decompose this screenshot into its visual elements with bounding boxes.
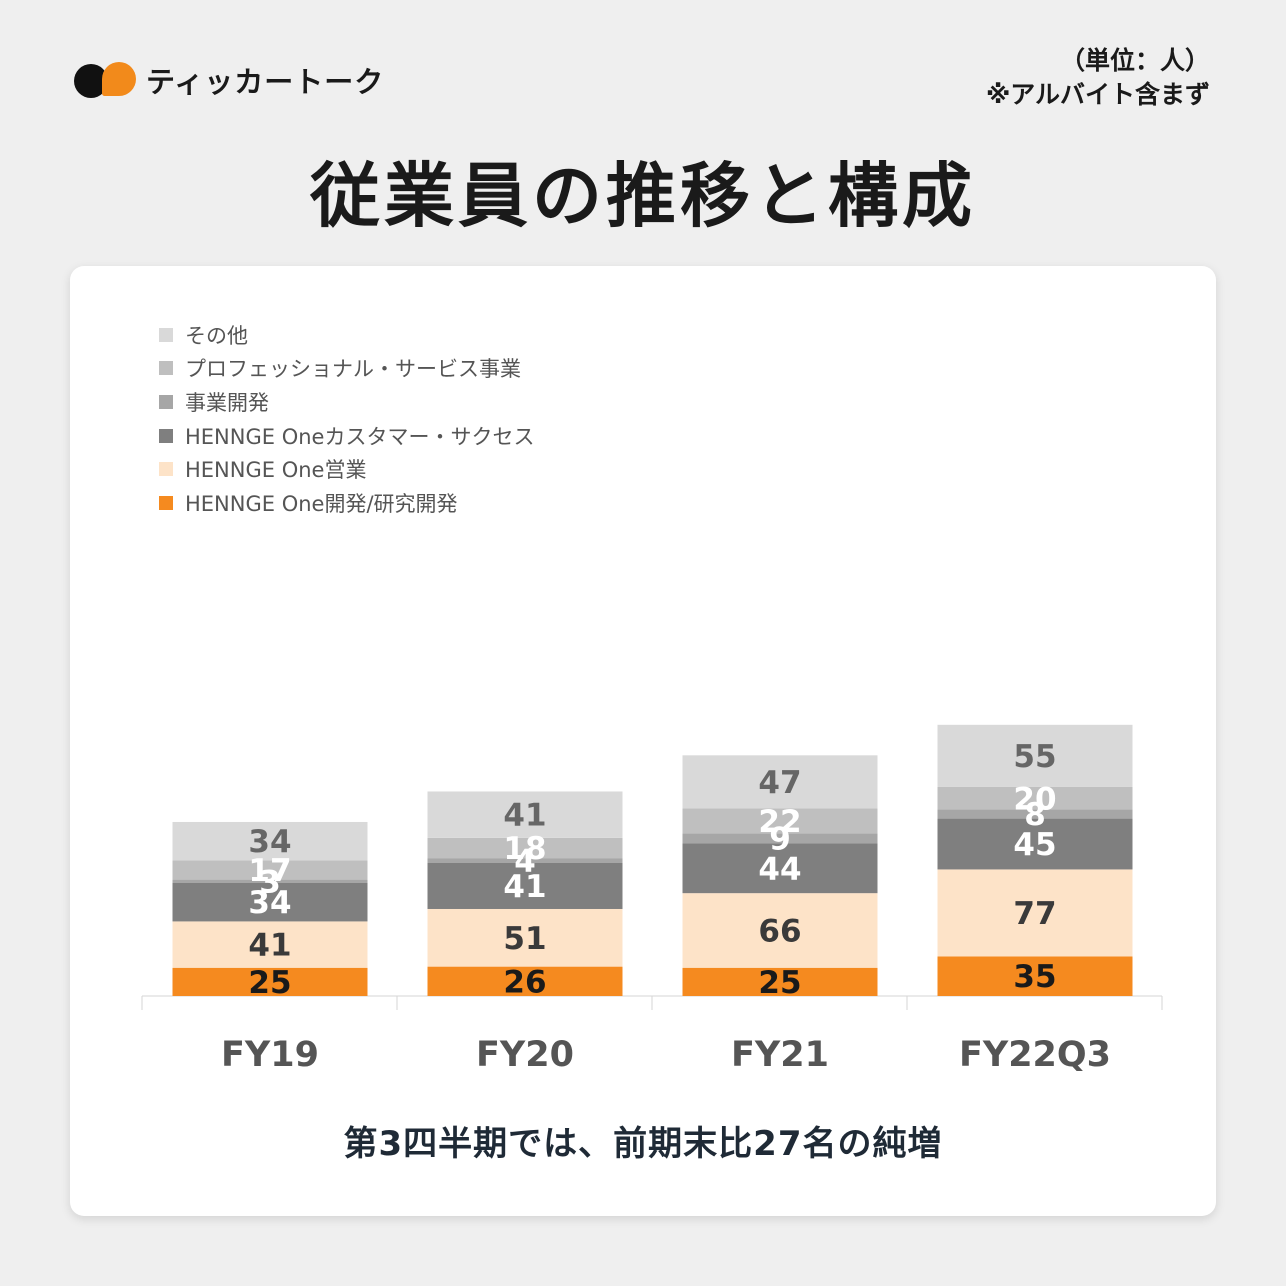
data-label: 51	[503, 921, 546, 957]
page-title: 従業員の推移と構成	[310, 155, 976, 237]
data-label: 45	[1013, 827, 1056, 863]
data-label: 25	[758, 965, 801, 1001]
legend-swatch	[159, 495, 173, 510]
data-label: 9	[769, 821, 791, 857]
data-label: 41	[503, 798, 546, 834]
bar-segment	[427, 837, 623, 859]
x-tick-label: FY20	[476, 1035, 574, 1075]
legend-swatch	[159, 327, 173, 342]
bar-segment	[937, 956, 1133, 996]
bar-segment	[172, 860, 368, 880]
stacked-bar-chart: 25413431734FY1926514141841FY202566449224…	[141, 724, 1163, 1075]
bar-segment	[937, 786, 1133, 810]
legend-item: プロフェッショナル・サービス事業	[159, 352, 534, 386]
bar-segment	[427, 908, 623, 967]
bar-segment	[427, 791, 623, 838]
bar-segment	[682, 833, 878, 844]
x-tick-label: FY21	[731, 1035, 829, 1075]
data-label: 47	[758, 765, 801, 801]
data-label: 4	[514, 843, 536, 879]
bar-segment	[427, 858, 623, 863]
chart-legend: その他プロフェッショナル・サービス事業 事業開発 HENNGE Oneカスタマー・サ…	[159, 318, 534, 520]
bar-segment	[937, 818, 1133, 870]
legend-swatch	[159, 428, 173, 443]
legend-label: その他	[185, 323, 248, 348]
legend-label: 事業開発	[185, 390, 269, 415]
brand-name: ティッカートーク	[146, 65, 385, 99]
data-label: 41	[248, 928, 291, 964]
legend-item: HENNGE One開発/研究開発	[159, 486, 534, 520]
data-label: 3	[259, 864, 281, 900]
legend-item: 事業開発	[159, 385, 534, 419]
brand-logo: ティッカートーク	[74, 60, 384, 100]
data-label: 55	[1013, 739, 1056, 775]
data-label: 41	[503, 869, 546, 905]
data-label: 8	[1024, 797, 1046, 833]
legend-label: HENNGE One開発/研究開発	[185, 491, 458, 516]
legend-label: HENNGE Oneカスタマー・サクセス	[185, 424, 535, 449]
data-label: 44	[758, 851, 801, 887]
data-label: 35	[1013, 959, 1056, 995]
data-label: 22	[758, 804, 801, 840]
legend-item: HENNGE One営業	[159, 452, 534, 486]
unit-note-line1: （単位：人）	[1059, 46, 1210, 75]
chart-card: 25 41 34 3 17 34 FY19 26 51 41 4 18 41 FY20 25 66 44 9 22 4…	[70, 266, 1216, 1216]
data-label: 34	[248, 885, 291, 921]
legend-label: プロフェッショナル・サービス事業	[185, 357, 521, 382]
x-tick-label: FY19	[221, 1035, 319, 1075]
data-label: 26	[503, 964, 546, 1000]
legend-swatch	[159, 394, 173, 409]
bar-segment	[427, 966, 623, 996]
x-tick-label: FY22Q3	[959, 1035, 1111, 1075]
legend-swatch	[159, 462, 173, 477]
legend-item: その他	[159, 318, 534, 352]
bar-segment	[427, 862, 623, 909]
unit-note: （単位：人） ※アルバイト含まず	[986, 44, 1210, 112]
bar-segment	[682, 808, 878, 834]
bar-segment	[937, 869, 1133, 957]
chart-caption: 第3四半期では、前期末比27名の純増	[343, 1124, 943, 1164]
bar-segment	[682, 893, 878, 968]
legend-swatch	[159, 361, 173, 376]
bar-segment	[937, 809, 1133, 819]
data-label: 34	[248, 824, 291, 860]
bar-segment	[682, 967, 878, 996]
bar-segment	[172, 879, 368, 883]
bar-segment	[682, 755, 878, 809]
data-label: 25	[248, 965, 291, 1001]
legend-item: HENNGE Oneカスタマー・サクセス	[159, 419, 534, 453]
data-label: 17	[248, 853, 291, 889]
data-label: 66	[758, 913, 801, 949]
bar-segment	[682, 843, 878, 894]
bar-segment	[172, 821, 368, 861]
bar-segment	[172, 921, 368, 968]
data-label: 18	[503, 831, 546, 867]
data-label: 77	[1013, 896, 1056, 932]
logo-icon	[74, 62, 136, 98]
bar-segment	[172, 967, 368, 996]
bar-segment	[172, 883, 368, 922]
unit-note-line2: ※アルバイト含まず	[985, 80, 1210, 109]
legend-label: HENNGE One営業	[185, 458, 367, 483]
bar-segment	[937, 724, 1133, 787]
data-label: 20	[1013, 781, 1056, 817]
